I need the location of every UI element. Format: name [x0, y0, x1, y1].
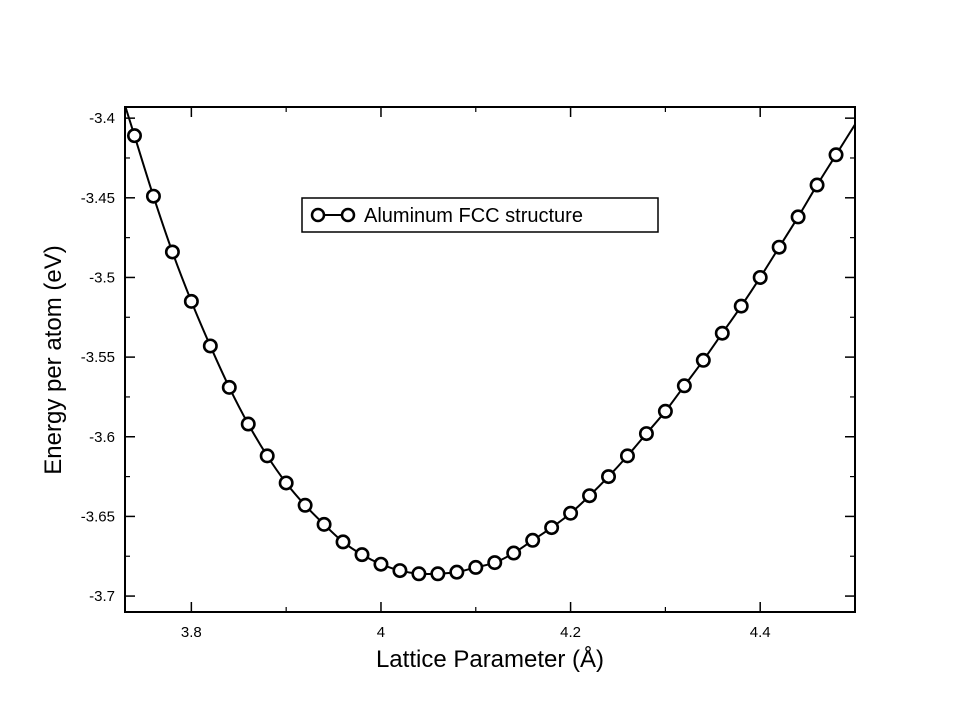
- x-tick-label: 4: [377, 624, 385, 641]
- x-tick-label: 4.4: [750, 624, 771, 641]
- x-tick-label: 4.2: [560, 624, 581, 641]
- y-tick-label: -3.65: [81, 508, 115, 525]
- x-tick-label: 3.8: [181, 624, 202, 641]
- data-point: [582, 488, 598, 504]
- y-tick-label: -3.6: [89, 429, 115, 446]
- y-axis-ticks: -3.4 -3.45 -3.5 -3.55 -3.6 -3.65 -3.7: [81, 110, 855, 605]
- data-point: [126, 128, 142, 144]
- data-point: [164, 244, 180, 260]
- legend-marker-left: [310, 207, 326, 223]
- data-point: [392, 563, 408, 579]
- data-point: [449, 564, 465, 580]
- data-point: [676, 378, 692, 394]
- data-point: [316, 516, 332, 532]
- y-tick-label: -3.4: [89, 110, 115, 127]
- data-point: [487, 555, 503, 571]
- data-point: [240, 416, 256, 432]
- series-line: [125, 107, 855, 576]
- legend-box: [301, 197, 659, 233]
- legend-marker-right: [340, 207, 356, 223]
- data-point: [297, 497, 313, 513]
- data-point: [506, 545, 522, 561]
- data-point: [657, 403, 673, 419]
- data-point: [221, 379, 237, 395]
- legend: Aluminum FCC structure: [301, 197, 659, 233]
- data-point: [145, 188, 161, 204]
- data-point: [202, 338, 218, 354]
- data-point: [638, 426, 654, 442]
- data-point: [373, 556, 389, 572]
- data-point: [714, 325, 730, 341]
- data-point: [752, 269, 768, 285]
- data-point: [790, 209, 806, 225]
- data-point: [335, 534, 351, 550]
- plot-frame: [124, 106, 856, 613]
- data-point: [828, 147, 844, 163]
- x-axis-title: Lattice Parameter (Å): [376, 645, 604, 673]
- data-point: [563, 505, 579, 521]
- data-point: [771, 239, 787, 255]
- x-axis-ticks: 3.8 4 4.2 4.4: [181, 107, 856, 641]
- y-tick-label: -3.45: [81, 190, 115, 207]
- series-layer: [125, 107, 855, 582]
- data-point: [601, 469, 617, 485]
- y-axis-title: Energy per atom (eV): [40, 245, 67, 474]
- data-point: [619, 448, 635, 464]
- data-point: [733, 298, 749, 314]
- data-point: [259, 448, 275, 464]
- legend-label: Aluminum FCC structure: [364, 205, 583, 227]
- data-point: [278, 475, 294, 491]
- data-point: [354, 547, 370, 563]
- data-point: [430, 566, 446, 582]
- data-point: [468, 559, 484, 575]
- data-point: [183, 293, 199, 309]
- y-tick-label: -3.7: [89, 588, 115, 605]
- data-point: [809, 177, 825, 193]
- y-tick-label: -3.5: [89, 269, 115, 286]
- data-point: [544, 520, 560, 536]
- data-point: [525, 532, 541, 548]
- data-point: [411, 566, 427, 582]
- data-point: [695, 352, 711, 368]
- y-tick-label: -3.55: [81, 349, 115, 366]
